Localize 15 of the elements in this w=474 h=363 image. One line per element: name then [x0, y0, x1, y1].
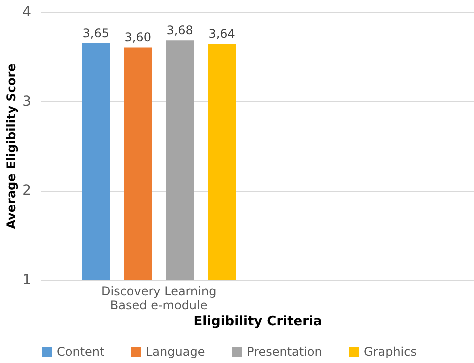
- y-tick-label: 3: [22, 94, 32, 110]
- data-label: 3,68: [166, 24, 194, 38]
- data-label: 3,60: [124, 30, 152, 45]
- y-tick-label: 4: [22, 4, 32, 20]
- x-tick-label: Discovery Learning Based e-module: [101, 284, 217, 312]
- legend-label: Graphics: [364, 345, 417, 359]
- y-axis-title: Average Eligibility Score: [4, 64, 19, 230]
- legend-label: Content: [57, 345, 106, 359]
- data-label: 3,65: [82, 26, 110, 40]
- x-axis-title: Eligibility Criteria: [194, 314, 322, 330]
- y-tick-label: 1: [22, 272, 32, 288]
- legend-label: Presentation: [247, 345, 322, 359]
- data-label: 3,64: [208, 27, 236, 42]
- legend-label: Language: [146, 345, 206, 359]
- y-tick-label: 2: [22, 183, 32, 200]
